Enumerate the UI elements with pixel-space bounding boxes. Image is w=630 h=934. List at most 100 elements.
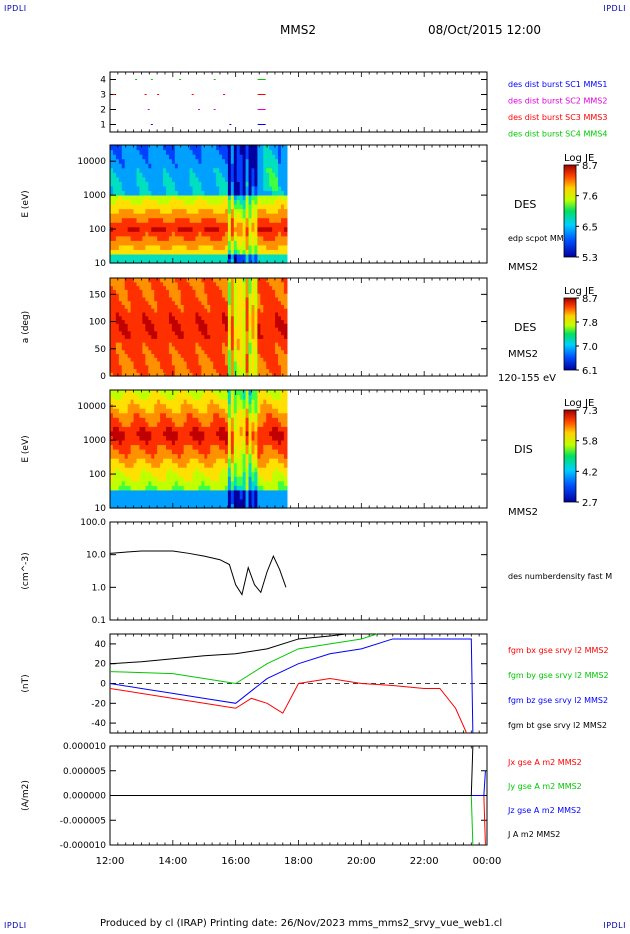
spectrogram-cell	[254, 426, 258, 432]
spectrogram-cell	[275, 503, 279, 509]
spectrogram-cell	[154, 278, 158, 283]
spectrogram-cell	[210, 426, 214, 432]
spectrogram-cell	[171, 226, 176, 232]
spectrogram-cell	[142, 311, 146, 317]
spectrogram-cell	[275, 462, 279, 468]
spectrogram-cell	[219, 176, 223, 182]
spectrogram-cell	[183, 485, 188, 491]
spectrogram-cell	[198, 462, 202, 468]
spectrogram-cell	[236, 222, 241, 228]
spectrogram-cell	[157, 467, 161, 473]
spectrogram-cell	[112, 338, 117, 343]
spectrogram-cell	[275, 435, 279, 441]
spectrogram-cell	[183, 222, 188, 228]
spectrogram-cell	[222, 390, 226, 396]
spectrogram-cell	[133, 494, 138, 500]
spectrogram-cell	[242, 293, 247, 298]
spectrogram-cell	[266, 311, 270, 317]
spectrogram-cell	[213, 323, 217, 328]
spectrogram-cell	[124, 444, 129, 450]
spectrogram-cell	[201, 480, 205, 486]
spectrogram-cell	[275, 327, 279, 332]
spectrogram-cell	[166, 453, 170, 459]
spectrogram-cell	[157, 204, 161, 210]
spectrogram-cell	[186, 426, 191, 432]
spectrogram-cell	[166, 253, 170, 260]
spectrogram-dis-energy-spectrogram	[110, 390, 288, 509]
spectrogram-cell	[280, 327, 285, 332]
spectrogram-cell	[142, 364, 146, 370]
spectrogram-cell	[124, 334, 129, 339]
spectrogram-cell	[230, 408, 235, 414]
spectrogram-cell	[230, 194, 235, 201]
spectrogram-cell	[210, 342, 214, 347]
spectrogram-cell	[230, 458, 235, 464]
spectrogram-cell	[239, 285, 244, 290]
spectrogram-cell	[269, 289, 273, 294]
spectrogram-cell	[275, 204, 279, 210]
spectrogram-cell	[115, 163, 120, 169]
spectrogram-cell	[233, 217, 238, 223]
spectrogram-cell	[177, 399, 182, 405]
spectrogram-cell	[283, 334, 288, 339]
spectrogram-cell	[263, 226, 267, 232]
spectrogram-cell	[275, 394, 279, 400]
spectrogram-cell	[174, 476, 179, 482]
spectrogram-cell	[186, 368, 191, 373]
spectrogram-cell	[112, 204, 117, 210]
spectrogram-cell	[254, 323, 258, 328]
spectrogram-cell	[174, 426, 179, 432]
spectrogram-cell	[248, 158, 253, 164]
spectrogram-cell	[216, 300, 220, 305]
spectrogram-cell	[275, 426, 279, 432]
spectrogram-cell	[222, 476, 226, 482]
spectrogram-cell	[133, 217, 138, 223]
spectrogram-cell	[157, 311, 161, 317]
spectrogram-cell	[210, 421, 214, 427]
spectrogram-cell	[236, 300, 241, 305]
spectrogram-cell	[154, 163, 158, 169]
spectrogram-cell	[222, 176, 226, 182]
spectrogram-cell	[222, 278, 226, 283]
spectrogram-cell	[216, 208, 220, 214]
spectrogram-cell	[183, 208, 188, 214]
spectrogram-cell	[207, 485, 211, 491]
spectrogram-cell	[242, 498, 247, 505]
spectrogram-cell	[201, 353, 205, 358]
spectrogram-cell	[183, 364, 188, 370]
spectrogram-cell	[121, 253, 126, 260]
spectrogram-cell	[272, 399, 276, 405]
spectrogram-cell	[154, 226, 158, 232]
spectrogram-cell	[275, 498, 279, 505]
spectrogram-cell	[110, 204, 114, 210]
spectrogram-cell	[239, 231, 244, 237]
spectrogram-cell	[118, 176, 123, 182]
spectrogram-cell	[198, 334, 202, 339]
spectrogram-cell	[245, 353, 250, 358]
spectrogram-cell	[198, 204, 202, 210]
spectrogram-cell	[269, 453, 273, 459]
spectrogram-cell	[112, 308, 117, 313]
spectrogram-cell	[145, 285, 149, 290]
spectrogram-cell	[260, 323, 264, 328]
spectrogram-cell	[278, 244, 282, 250]
spectrogram-cell	[201, 368, 205, 373]
spectrogram-cell	[207, 163, 211, 169]
spectrogram-cell	[186, 498, 191, 505]
spectrogram-cell	[245, 330, 250, 336]
spectrogram-cell	[204, 167, 208, 173]
spectrogram-cell	[168, 421, 173, 427]
spectrogram-cell	[139, 353, 144, 358]
spectrogram-cell	[227, 489, 232, 495]
spectrogram-cell	[207, 181, 211, 187]
spectrogram-cell	[154, 311, 158, 317]
spectrogram-cell	[160, 368, 164, 373]
spectrogram-cell	[180, 494, 185, 500]
spectrogram-cell	[242, 300, 247, 305]
spectrogram-cell	[207, 349, 211, 354]
spectrogram-cell	[269, 194, 273, 201]
spectrogram-cell	[171, 342, 176, 347]
spectrogram-cell	[219, 421, 223, 427]
spectrogram-cell	[257, 330, 261, 336]
spectrogram-cell	[242, 199, 247, 205]
